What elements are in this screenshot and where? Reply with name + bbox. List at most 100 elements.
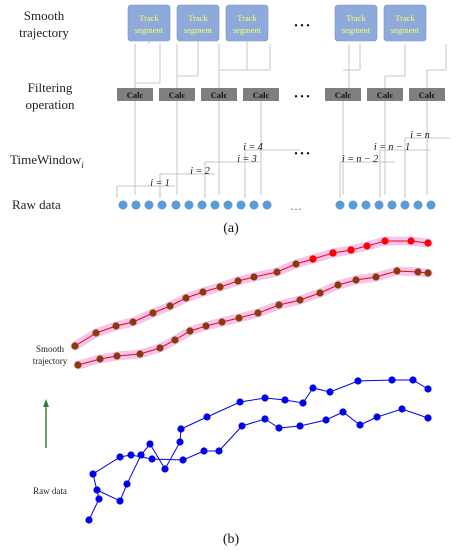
raw-data-dot — [171, 200, 181, 210]
ellipsis-window: • • • — [294, 149, 310, 160]
raw-lower-point — [116, 453, 124, 461]
raw-upper-point — [176, 438, 184, 446]
track-segment-label: segment — [391, 25, 420, 35]
smooth-lower-brown-point — [156, 344, 164, 352]
raw-lower-point — [356, 421, 364, 429]
track-segment-label: Track — [395, 13, 415, 23]
raw-upper-point — [123, 480, 131, 488]
smooth-upper-brown-point — [234, 277, 242, 285]
smooth-upper-brown-point — [273, 268, 281, 276]
ellipsis-raw: … — [290, 199, 302, 213]
raw-lower-point — [148, 455, 156, 463]
raw-upper-point — [236, 398, 244, 406]
calc-box-label: Calc — [335, 90, 352, 100]
raw-lower-point — [127, 451, 135, 459]
smooth-upper-brown-point — [149, 309, 157, 317]
track-segment-box: Track segment — [127, 4, 171, 42]
smooth-lower-brown-point — [275, 301, 283, 309]
raw-data-dot — [348, 200, 358, 210]
raw-data-dot — [361, 200, 371, 210]
smooth-lower-brown-point — [202, 322, 210, 330]
smooth-upper-halo — [70, 236, 433, 351]
track-segment-label: segment — [233, 25, 262, 35]
raw-upper-point — [261, 394, 269, 402]
label-b-raw-data: Raw data — [33, 486, 67, 496]
raw-lower-point — [424, 414, 432, 422]
label-smooth-trajectory-line1: Smooth — [24, 8, 65, 23]
smooth-lower-brown-point — [136, 350, 144, 358]
calc-box-label: Calc — [419, 90, 436, 100]
window-label: i = 3 — [237, 154, 257, 165]
calc-box-bg — [367, 88, 403, 101]
raw-data-dot — [426, 200, 436, 210]
smooth-upper-red-point — [424, 239, 432, 247]
track-segment-box: Track segment — [383, 4, 427, 42]
label-filtering-line2: operation — [25, 97, 75, 112]
raw-data-dot — [236, 200, 246, 210]
smooth-lower-brown-point — [372, 273, 380, 281]
label-filtering-line1: Filtering — [28, 80, 73, 95]
label-b-smooth-line2: trajectory — [33, 356, 68, 366]
raw-upper-point — [137, 451, 145, 459]
raw-lower-point — [179, 456, 187, 464]
smooth-upper-red-point — [363, 242, 371, 250]
smooth-upper-red-point — [407, 237, 415, 245]
track-segment-label: segment — [342, 25, 371, 35]
calc-boxes: Calc Calc Calc Calc Calc Calc Calc — [117, 88, 445, 101]
raw-upper-point — [116, 497, 124, 505]
raw-lower-point — [215, 447, 223, 455]
smooth-upper-brown-point — [166, 302, 174, 310]
raw-data-dot — [223, 200, 233, 210]
raw-lower-point — [398, 405, 406, 413]
smooth-lower-brown-point — [235, 314, 243, 322]
raw-lower-point — [89, 470, 97, 478]
window-label: i = n — [410, 130, 430, 141]
raw-upper-point — [354, 377, 362, 385]
track-segment-bg — [225, 4, 269, 42]
raw-upper-point — [93, 486, 101, 494]
raw-data-dot — [249, 200, 259, 210]
raw-upper-point — [146, 440, 154, 448]
smooth-lower-brown-point — [296, 296, 304, 304]
raw-lower-point — [95, 495, 103, 503]
raw-lower-point — [275, 424, 283, 432]
smooth-upper-brown-point — [216, 283, 224, 291]
smooth-upper-brown-point — [250, 273, 258, 281]
track-segment-box: Track segment — [176, 4, 220, 42]
label-smooth-trajectory-line2: trajectory — [19, 25, 69, 40]
track-segment-bg — [176, 4, 220, 42]
calc-box-bg — [117, 88, 153, 101]
calc-box-bg — [243, 88, 279, 101]
label-time-window-main: TimeWindow — [10, 152, 82, 167]
raw-upper-point — [409, 376, 417, 384]
calc-box-label: Calc — [253, 90, 270, 100]
up-arrow-icon — [43, 399, 49, 448]
calc-box: Calc — [201, 88, 237, 101]
calc-box: Calc — [409, 88, 445, 101]
raw-data-dot — [184, 200, 194, 210]
panel-b: Smooth trajectory Raw data (b) — [33, 236, 433, 547]
track-segment-label: Track — [188, 13, 208, 23]
calc-box-bg — [159, 88, 195, 101]
smooth-lower-brown-point — [393, 267, 401, 275]
calc-box: Calc — [243, 88, 279, 101]
calc-box-bg — [325, 88, 361, 101]
raw-lower-point — [238, 422, 246, 430]
raw-lower-line — [88, 408, 429, 521]
smooth-lower-brown-point — [316, 289, 324, 297]
track-segment-label: segment — [135, 25, 164, 35]
smooth-upper-brown-point — [292, 260, 300, 268]
ellipsis-calc: • • • — [294, 92, 310, 103]
track-segment-label: Track — [139, 13, 159, 23]
raw-data-dot — [387, 200, 397, 210]
raw-data-dot — [413, 200, 423, 210]
smooth-upper-brown-point — [92, 329, 100, 337]
calc-box: Calc — [117, 88, 153, 101]
track-segment-label: Track — [346, 13, 366, 23]
smooth-lower-brown-point — [254, 309, 262, 317]
smooth-lower-brown-point — [74, 361, 82, 369]
trajectory-plot — [70, 236, 433, 524]
smooth-lower-brown-point — [334, 281, 342, 289]
raw-upper-point — [177, 425, 185, 433]
